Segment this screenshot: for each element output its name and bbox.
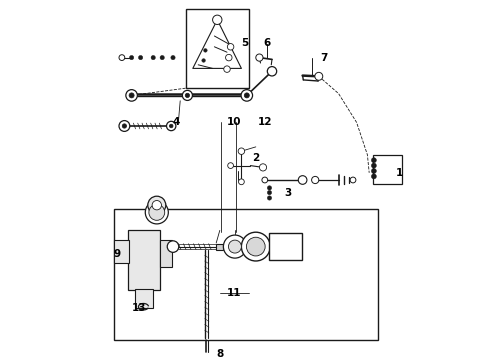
Bar <box>373 155 402 184</box>
Circle shape <box>262 177 268 183</box>
Circle shape <box>167 241 179 252</box>
Circle shape <box>223 235 246 258</box>
Text: 3: 3 <box>285 188 292 198</box>
Circle shape <box>268 190 271 195</box>
Bar <box>270 233 302 260</box>
Circle shape <box>230 164 233 167</box>
Circle shape <box>350 177 356 183</box>
Circle shape <box>371 174 376 179</box>
Circle shape <box>256 54 263 61</box>
Circle shape <box>268 186 271 190</box>
Text: 6: 6 <box>263 38 270 48</box>
Circle shape <box>315 72 323 80</box>
Bar <box>128 230 160 290</box>
Circle shape <box>151 55 155 60</box>
Circle shape <box>202 59 205 62</box>
Circle shape <box>298 176 307 184</box>
Circle shape <box>204 49 207 52</box>
Text: 9: 9 <box>114 249 121 259</box>
Circle shape <box>238 148 245 154</box>
Circle shape <box>312 176 319 184</box>
Text: 1: 1 <box>396 168 403 178</box>
Text: 13: 13 <box>131 303 146 313</box>
Text: 10: 10 <box>227 117 242 127</box>
Circle shape <box>152 201 162 210</box>
Circle shape <box>171 244 175 249</box>
Circle shape <box>170 124 173 128</box>
Text: 5: 5 <box>242 38 248 48</box>
Circle shape <box>227 44 234 50</box>
Bar <box>160 240 172 267</box>
Circle shape <box>145 201 169 224</box>
Circle shape <box>225 54 232 61</box>
Circle shape <box>245 93 249 98</box>
Circle shape <box>268 67 277 76</box>
Circle shape <box>371 158 376 163</box>
Text: 11: 11 <box>227 288 242 298</box>
Circle shape <box>246 237 265 256</box>
Circle shape <box>268 196 271 200</box>
Text: 7: 7 <box>320 53 328 63</box>
Bar <box>186 9 248 88</box>
Circle shape <box>213 15 222 24</box>
Circle shape <box>240 180 243 183</box>
Circle shape <box>129 93 134 98</box>
Circle shape <box>171 55 175 60</box>
Circle shape <box>182 90 193 100</box>
Text: 2: 2 <box>252 153 259 163</box>
Circle shape <box>228 240 242 253</box>
Circle shape <box>160 55 164 60</box>
Circle shape <box>259 164 267 171</box>
Circle shape <box>242 232 270 261</box>
Circle shape <box>148 196 166 214</box>
Circle shape <box>371 168 376 174</box>
Bar <box>135 289 153 308</box>
Text: 12: 12 <box>258 117 272 127</box>
Circle shape <box>126 90 137 101</box>
Circle shape <box>185 93 190 98</box>
Text: 8: 8 <box>216 348 223 359</box>
Bar <box>114 209 378 340</box>
Circle shape <box>122 124 126 128</box>
Bar <box>216 244 222 250</box>
Circle shape <box>139 55 143 60</box>
Circle shape <box>241 90 252 101</box>
Circle shape <box>228 163 233 168</box>
Circle shape <box>371 163 376 168</box>
Circle shape <box>119 55 125 60</box>
Circle shape <box>239 179 245 185</box>
Circle shape <box>263 179 266 181</box>
Circle shape <box>149 204 165 220</box>
Circle shape <box>167 121 176 131</box>
Circle shape <box>224 66 230 72</box>
Circle shape <box>119 121 130 131</box>
Circle shape <box>129 55 134 60</box>
Text: 4: 4 <box>173 117 180 127</box>
Bar <box>114 240 129 263</box>
